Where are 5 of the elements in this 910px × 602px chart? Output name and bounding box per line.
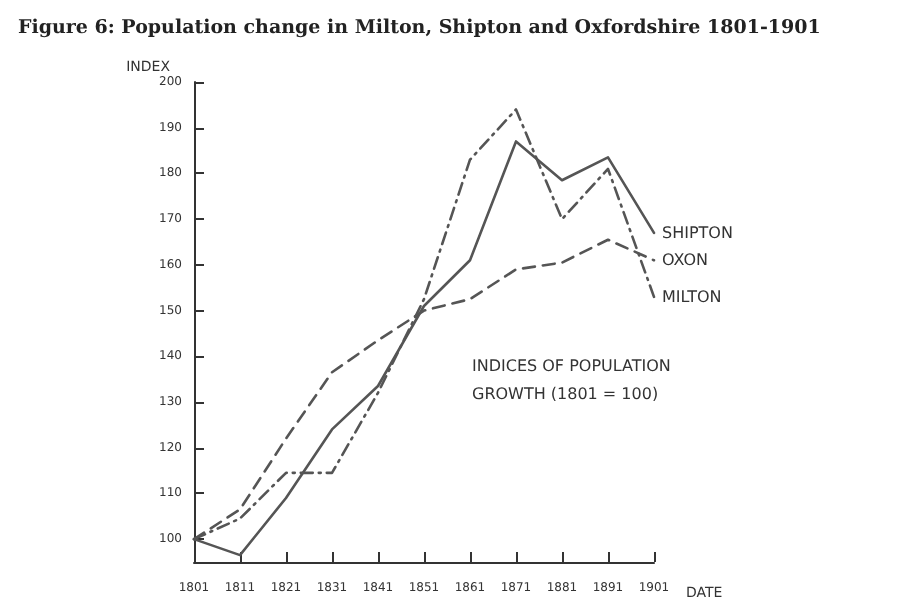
series-label: MILTON <box>662 287 722 306</box>
series-label: OXON <box>662 251 709 270</box>
annotation: INDICES OF POPULATION GROWTH (1801 = 100) <box>472 357 671 403</box>
series-label: SHIPTON <box>662 223 733 242</box>
chart-title: Figure 6: Population change in Milton, Shipton and Oxfordshire 1801-1901 <box>18 17 821 39</box>
